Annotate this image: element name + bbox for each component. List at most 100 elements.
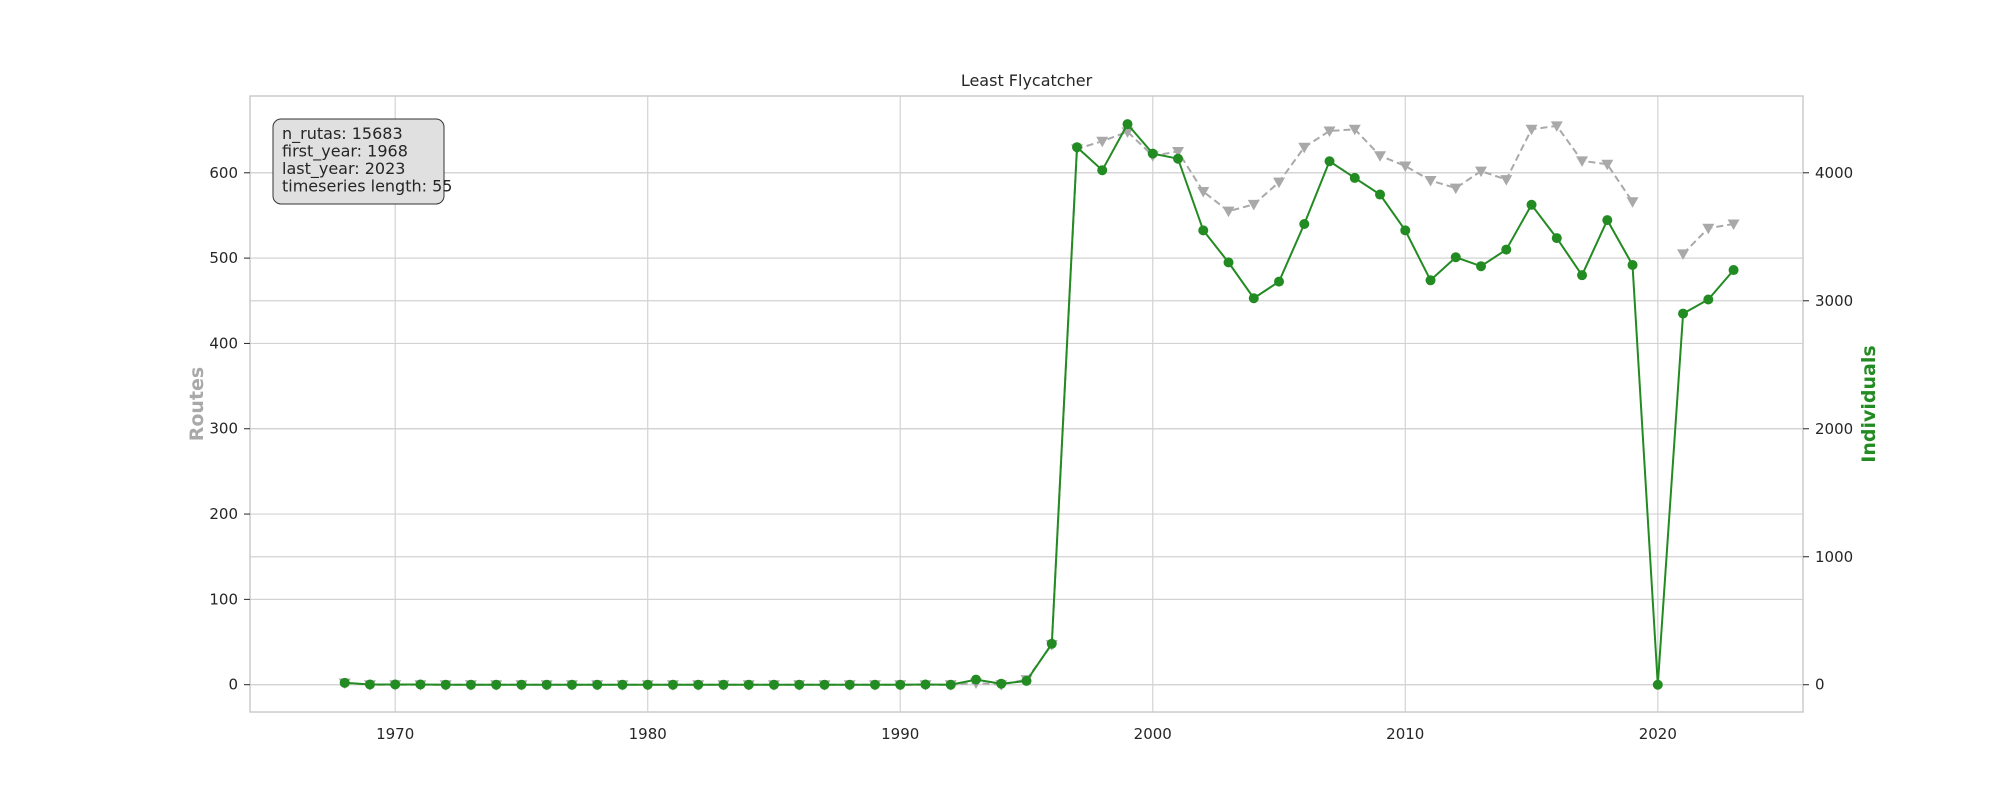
data-point bbox=[1501, 244, 1512, 255]
data-point bbox=[1400, 225, 1411, 236]
data-point bbox=[1525, 124, 1538, 136]
y-tick-label-right: 3000 bbox=[1815, 292, 1853, 310]
data-point bbox=[1349, 172, 1360, 183]
plot-frame bbox=[249, 95, 1804, 713]
data-point bbox=[1172, 146, 1185, 158]
x-tick-label: 1980 bbox=[629, 725, 667, 743]
data-point bbox=[1348, 124, 1361, 136]
data-point bbox=[566, 679, 577, 690]
data-point bbox=[1324, 156, 1335, 167]
data-point bbox=[1577, 270, 1588, 281]
data-point bbox=[516, 679, 527, 690]
y-axis-label-right: Individuals bbox=[1858, 345, 1880, 462]
data-point bbox=[920, 679, 931, 690]
data-point bbox=[1602, 215, 1613, 226]
data-point bbox=[1072, 142, 1083, 153]
data-point bbox=[1298, 142, 1311, 154]
data-point bbox=[743, 679, 754, 690]
data-point bbox=[1374, 151, 1387, 162]
data-point bbox=[1223, 257, 1234, 268]
data-point bbox=[1703, 294, 1714, 305]
y-tick-label-right: 1000 bbox=[1815, 548, 1853, 566]
info-line-first-year: first_year: 1968 bbox=[282, 142, 408, 162]
x-tick-label: 1990 bbox=[881, 725, 919, 743]
data-point bbox=[1652, 679, 1663, 690]
x-tick-label: 2000 bbox=[1134, 725, 1172, 743]
tick-labels: 1970 1980 1990 2000 2010 2020 0 100 200 300 400 500… bbox=[209, 164, 1853, 743]
data-point bbox=[1147, 148, 1158, 159]
info-line-last-year: last_year: 2023 bbox=[282, 159, 405, 179]
y-tick-label-left: 0 bbox=[228, 676, 238, 694]
data-point bbox=[869, 679, 880, 690]
data-point bbox=[1727, 219, 1740, 230]
y-tick-label-left: 300 bbox=[209, 420, 238, 438]
data-point bbox=[1702, 223, 1715, 235]
y-tick-label-right: 4000 bbox=[1815, 164, 1853, 182]
data-point bbox=[794, 679, 805, 690]
data-point bbox=[1601, 159, 1614, 171]
data-point bbox=[592, 679, 603, 690]
info-box: n_rutas: 15683 first_year: 1968 last_yea… bbox=[272, 118, 452, 205]
data-point bbox=[364, 679, 375, 690]
data-point bbox=[1248, 293, 1259, 304]
x-tick-label: 2010 bbox=[1386, 725, 1424, 743]
data-point bbox=[1096, 136, 1109, 148]
data-point bbox=[945, 679, 956, 690]
data-point bbox=[1550, 121, 1563, 132]
data-point bbox=[491, 679, 502, 690]
data-point bbox=[1526, 199, 1537, 210]
data-point bbox=[1273, 177, 1286, 189]
data-point bbox=[1576, 156, 1589, 167]
data-point bbox=[667, 679, 678, 690]
info-box-background bbox=[272, 118, 445, 205]
data-point bbox=[1122, 119, 1133, 130]
data-point bbox=[1476, 261, 1487, 272]
series-1-right-axis bbox=[339, 119, 1739, 690]
data-point bbox=[819, 679, 830, 690]
chart-title: Least Flycatcher bbox=[961, 71, 1093, 90]
data-point bbox=[1728, 265, 1739, 276]
data-point bbox=[1274, 276, 1285, 287]
data-point bbox=[1375, 189, 1386, 200]
data-point bbox=[1500, 175, 1513, 186]
data-point bbox=[718, 679, 729, 690]
x-tick-label: 1970 bbox=[376, 725, 414, 743]
data-point bbox=[693, 679, 704, 690]
x-tick-label: 2020 bbox=[1639, 725, 1677, 743]
y-tick-label-left: 500 bbox=[209, 249, 238, 267]
y-tick-label-right: 0 bbox=[1815, 676, 1825, 694]
data-point bbox=[895, 679, 906, 690]
data-point bbox=[1097, 165, 1108, 176]
data-point bbox=[1046, 638, 1057, 649]
y-tick-label-left: 200 bbox=[209, 505, 238, 523]
data-point bbox=[768, 679, 779, 690]
data-point bbox=[1475, 166, 1488, 178]
data-point bbox=[1677, 249, 1690, 260]
info-line-n-rutas: n_rutas: 15683 bbox=[282, 124, 403, 144]
y-tick-label-left: 600 bbox=[209, 164, 238, 182]
data-point bbox=[1323, 126, 1336, 137]
data-point bbox=[1678, 308, 1689, 319]
data-point bbox=[1425, 275, 1436, 286]
data-point bbox=[1449, 183, 1462, 195]
data-point bbox=[1450, 252, 1461, 263]
data-point bbox=[339, 677, 350, 688]
data-point bbox=[1222, 206, 1235, 218]
info-line-timeseries-length: timeseries length: 55 bbox=[282, 177, 452, 196]
data-point bbox=[415, 679, 426, 690]
data-point bbox=[1198, 225, 1209, 236]
data-point bbox=[617, 679, 628, 690]
data-point bbox=[1626, 197, 1639, 208]
data-point bbox=[642, 679, 653, 690]
data-point bbox=[465, 679, 476, 690]
data-point bbox=[1197, 187, 1210, 198]
data-point bbox=[541, 679, 552, 690]
y-tick-label-left: 400 bbox=[209, 334, 238, 352]
series-line bbox=[344, 122, 1735, 686]
data-point bbox=[970, 674, 981, 685]
data-point bbox=[440, 679, 451, 690]
data-point bbox=[1424, 175, 1437, 187]
series-layer bbox=[338, 119, 1740, 691]
grid-lines bbox=[250, 96, 1803, 712]
